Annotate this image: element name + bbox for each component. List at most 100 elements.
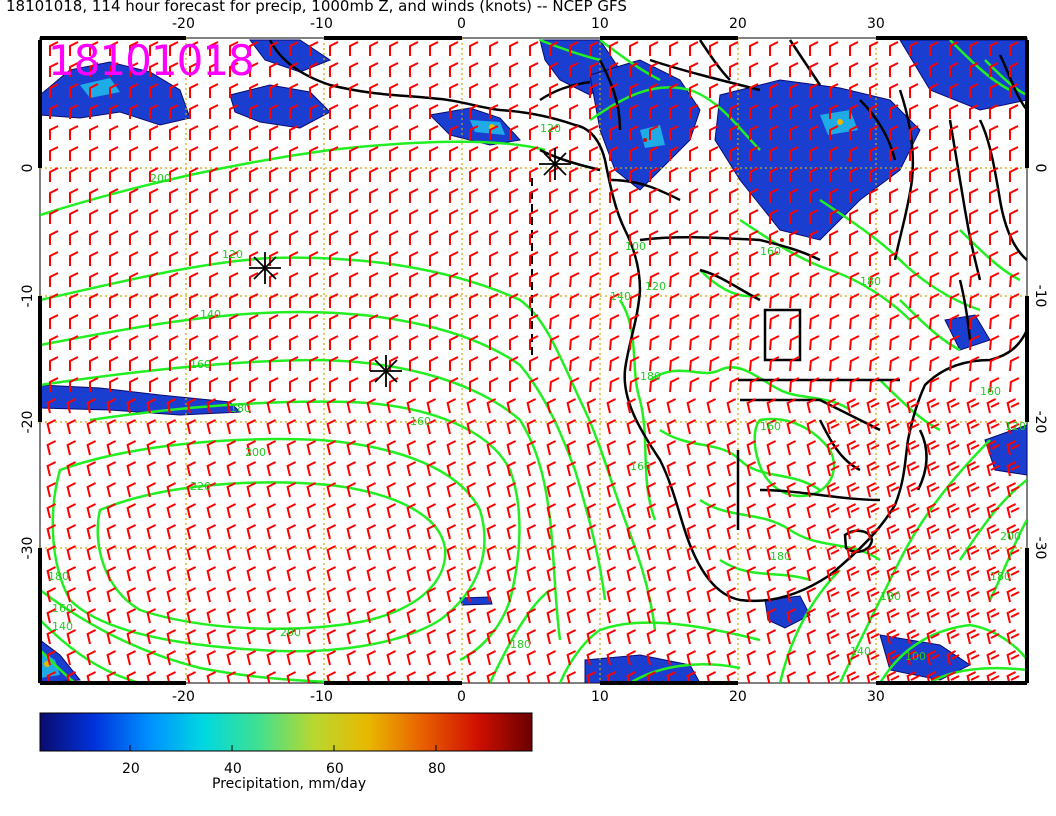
wind-barb <box>329 146 339 161</box>
wind-barb <box>109 251 119 266</box>
wind-barb <box>489 272 499 287</box>
wind-barb <box>529 377 539 392</box>
star-marker <box>539 148 571 180</box>
wind-barb <box>229 62 239 77</box>
wind-barb <box>69 377 79 392</box>
wind-barb <box>906 608 920 624</box>
wind-barb <box>969 272 980 288</box>
wind-barb <box>309 104 319 119</box>
wind-barb <box>429 209 439 224</box>
wind-barb <box>626 566 637 582</box>
wind-barb <box>806 629 817 645</box>
wind-barb <box>966 545 980 561</box>
wind-barb <box>509 293 519 308</box>
wind-barb <box>426 587 437 603</box>
wind-barb <box>149 188 159 203</box>
wind-barb <box>789 188 799 203</box>
wind-barb <box>69 335 79 350</box>
wind-barb <box>869 125 879 140</box>
wind-barb <box>926 503 940 519</box>
wind-barb <box>686 650 697 666</box>
wind-barb <box>249 251 259 266</box>
wind-barb <box>926 587 940 603</box>
wind-barb <box>226 566 237 582</box>
wind-barb <box>826 461 840 477</box>
wind-barb <box>306 482 317 498</box>
wind-barb <box>529 356 539 371</box>
wind-barb <box>1009 356 1020 372</box>
contour-label: 180 <box>990 570 1011 583</box>
wind-barb <box>1009 251 1019 266</box>
wind-barb <box>689 62 699 77</box>
wind-barb <box>409 62 419 77</box>
wind-barb <box>269 314 279 329</box>
wind-barb <box>786 566 797 582</box>
wind-barb <box>726 545 737 561</box>
wind-barb <box>629 41 639 56</box>
wind-barb <box>1006 461 1020 477</box>
wind-barb <box>366 419 377 435</box>
wind-barb <box>706 566 717 582</box>
wind-barb <box>449 251 459 266</box>
wind-barb <box>666 503 677 519</box>
wind-barb <box>629 209 639 224</box>
wind-barb <box>906 587 920 603</box>
wind-barb <box>729 230 739 245</box>
wind-barb <box>789 41 799 56</box>
wind-barb <box>929 83 939 98</box>
lat-tick-label: -20 <box>20 411 36 434</box>
wind-barb <box>346 482 357 498</box>
wind-barb <box>86 587 97 603</box>
wind-barb <box>989 230 999 245</box>
wind-barb <box>109 230 119 245</box>
wind-barb <box>926 482 940 498</box>
wind-barb <box>449 104 459 119</box>
wind-barb <box>649 41 659 56</box>
wind-barb <box>689 335 700 351</box>
wind-barb <box>249 230 259 245</box>
wind-barb <box>266 419 277 435</box>
wind-barb <box>649 104 659 119</box>
wind-barb <box>786 545 797 561</box>
wind-barb <box>166 629 177 645</box>
wind-barb <box>686 419 697 435</box>
wind-barb <box>589 188 599 203</box>
wind-barb <box>349 188 359 203</box>
wind-barb <box>489 83 499 98</box>
wind-barb <box>49 125 59 140</box>
wind-barb <box>289 293 299 308</box>
wind-barb <box>909 335 920 351</box>
wind-barb <box>589 125 599 140</box>
wind-barb <box>326 503 337 519</box>
wind-barb <box>629 335 640 351</box>
wind-barb <box>946 503 960 519</box>
wind-barb <box>286 440 297 456</box>
wind-barb <box>706 503 717 519</box>
wind-barb <box>546 608 557 624</box>
wind-barb <box>366 503 377 519</box>
wind-barb <box>486 419 497 435</box>
wind-barb <box>966 608 980 624</box>
wind-barb <box>206 419 217 435</box>
wind-barb <box>266 629 277 645</box>
wind-barb <box>209 272 219 287</box>
lat-tick-label: 0 <box>20 164 36 173</box>
wind-barb <box>566 629 577 645</box>
wind-barb <box>569 188 579 203</box>
wind-barb <box>306 398 317 414</box>
wind-barb <box>429 125 439 140</box>
wind-barb <box>666 650 677 666</box>
wind-barb <box>289 251 299 266</box>
wind-barb <box>586 503 597 519</box>
wind-barb <box>649 335 660 351</box>
wind-barb <box>486 587 497 603</box>
wind-barb <box>426 608 437 624</box>
wind-barb <box>769 83 779 98</box>
wind-barb <box>469 356 479 371</box>
wind-barb <box>289 188 299 203</box>
wind-barb <box>906 419 920 435</box>
wind-barb <box>429 314 439 329</box>
wind-barb <box>186 482 197 498</box>
wind-barb <box>886 629 900 645</box>
wind-barb <box>649 377 660 393</box>
